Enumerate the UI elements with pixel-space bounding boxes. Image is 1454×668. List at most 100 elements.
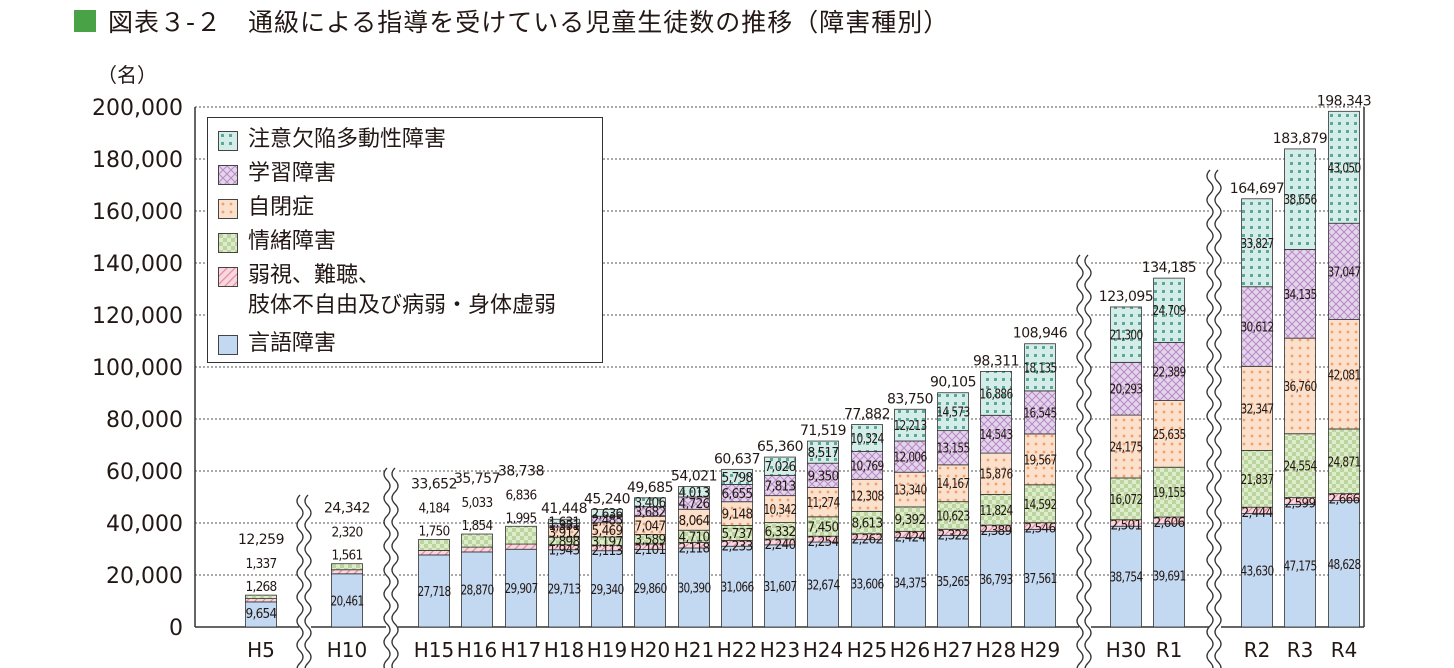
segment-label-ld: 20,293	[1110, 383, 1143, 398]
bar-segment-speech	[721, 545, 753, 628]
bar-segment-autism	[1328, 319, 1360, 430]
bar-segment-ld	[1328, 222, 1360, 320]
segment-label-speech: 30,390	[678, 581, 711, 596]
bar-segment-speech	[1024, 528, 1056, 628]
bar-segment-adhd	[1284, 148, 1316, 250]
bar-segment-autism	[980, 452, 1012, 495]
y-tick-label: 200,000	[92, 96, 183, 121]
segment-label-emotional: 4,710	[679, 530, 710, 545]
segment-label-speech: 48,628	[1328, 558, 1361, 573]
x-tick-label: H17	[501, 638, 542, 662]
segment-label-ld: 10,769	[851, 459, 884, 474]
segment-label-other: 2,262	[852, 533, 883, 548]
segment-label-emotional: 11,824	[980, 504, 1013, 519]
total-label: 123,095	[1099, 289, 1153, 305]
segment-label-emotional: 6,332	[765, 525, 796, 540]
x-tick-label: H22	[717, 638, 758, 662]
bar-segment-adhd	[894, 408, 926, 442]
total-label: 77,882	[844, 407, 890, 423]
y-tick-label: 80,000	[106, 408, 183, 433]
bar-segment-adhd	[764, 456, 796, 476]
total-label: 60,637	[714, 451, 760, 467]
total-label: 65,360	[757, 439, 803, 455]
segment-label-adhd: 5,798	[722, 471, 753, 486]
bar-segment-speech	[418, 554, 450, 628]
segment-label-emotional: 21,837	[1241, 473, 1274, 488]
bar-segment-other	[461, 546, 493, 553]
y-tick-label: 60,000	[106, 460, 183, 485]
segment-label-ld: 2,485	[592, 513, 623, 528]
bar-segment-adhd	[980, 370, 1012, 416]
legend-label-other: 弱視、難聴、 肢体不自由及び病弱・身体虚弱	[248, 263, 557, 318]
legend-swatch-adhd	[218, 131, 238, 151]
segment-label-speech: 33,606	[851, 577, 884, 592]
x-tick-label: H25	[847, 638, 888, 662]
total-label: 33,652	[411, 477, 457, 493]
bar-segment-emotional	[1153, 466, 1185, 518]
bar-segment-ld	[1284, 249, 1316, 339]
segment-label-autism: 15,876	[980, 468, 1013, 483]
x-tick-label: R3	[1287, 638, 1314, 662]
axis-break-mark	[304, 494, 312, 668]
bar-segment-emotional	[1328, 428, 1360, 495]
bar-segment-adhd	[1153, 277, 1185, 343]
legend-label-autism: 自閉症	[248, 195, 315, 220]
segment-label-autism: 12,308	[851, 489, 884, 504]
bar-segment-adhd	[1328, 110, 1360, 224]
total-label: 45,240	[584, 491, 630, 507]
bar-segment-other	[331, 569, 363, 575]
segment-label-emotional: 6,836	[506, 488, 537, 503]
bar-segment-adhd	[851, 424, 883, 452]
x-tick-label: H30	[1106, 638, 1147, 662]
segment-label-autism: 7,047	[635, 519, 666, 534]
segment-label-emotional: 3,197	[592, 535, 623, 550]
bar-segment-speech	[764, 544, 796, 628]
segment-label-adhd: 12,213	[894, 419, 927, 434]
bar-segment-emotional	[418, 539, 450, 551]
bar-segment-adhd	[591, 508, 623, 517]
segment-label-other: 2,444	[1242, 506, 1273, 521]
segment-label-ld: 16,545	[1024, 406, 1057, 421]
segment-label-other: 1,561	[332, 549, 363, 564]
total-label: 183,879	[1273, 131, 1327, 147]
segment-label-emotional: 24,554	[1284, 460, 1317, 475]
axes: 0 20,000 40,000 60,000 80,000 100,000 120,000 1…	[92, 63, 1365, 662]
axis-break-mark	[1076, 254, 1084, 668]
segment-label-speech: 28,870	[461, 583, 494, 598]
bar-segment-emotional	[331, 563, 363, 571]
bar-segment-emotional	[1241, 450, 1273, 508]
segment-label-emotional: 2,320	[332, 526, 363, 541]
segment-label-speech: 34,375	[894, 576, 927, 591]
segment-label-other: 1,995	[506, 511, 537, 526]
segment-label-adhd: 24,709	[1153, 304, 1186, 319]
segment-label-speech: 29,860	[634, 582, 667, 597]
segment-label-ld: 13,155	[937, 442, 970, 457]
x-tick-label: R2	[1244, 638, 1271, 662]
x-tick-label: H10	[327, 638, 368, 662]
total-label: 41,448	[541, 501, 587, 517]
axis-break-mark	[296, 494, 304, 668]
segment-label-autism: 9,148	[722, 508, 753, 523]
segment-label-speech: 9,654	[246, 607, 277, 622]
segment-label-emotional: 19,155	[1153, 486, 1186, 501]
legend-label-emotional: 情緒障害	[248, 229, 337, 254]
segment-label-speech: 27,718	[418, 585, 451, 600]
segment-label-other: 1,268	[246, 580, 277, 595]
y-tick-label: 100,000	[92, 356, 183, 381]
segment-label-adhd: 18,135	[1024, 361, 1057, 376]
chart-title-row: 図表３-２ 通級による指導を受けている児童生徒数の推移（障害種別）	[74, 4, 949, 38]
axis-break-mark	[1214, 169, 1222, 668]
segment-label-speech: 35,265	[937, 575, 970, 590]
segment-label-other: 2,233	[722, 539, 753, 554]
segment-label-adhd: 4,013	[679, 486, 710, 501]
x-tick-label: H18	[544, 638, 585, 662]
bar-segment-adhd	[807, 440, 839, 464]
axis-breaks	[296, 169, 1222, 668]
bar-segment-autism	[807, 487, 839, 518]
total-label: 164,697	[1230, 181, 1284, 197]
total-label: 90,105	[930, 375, 976, 391]
segment-label-other: 1,750	[419, 525, 450, 540]
bar-segment-emotional	[894, 506, 926, 532]
segment-label-autism: 5,469	[592, 524, 623, 539]
